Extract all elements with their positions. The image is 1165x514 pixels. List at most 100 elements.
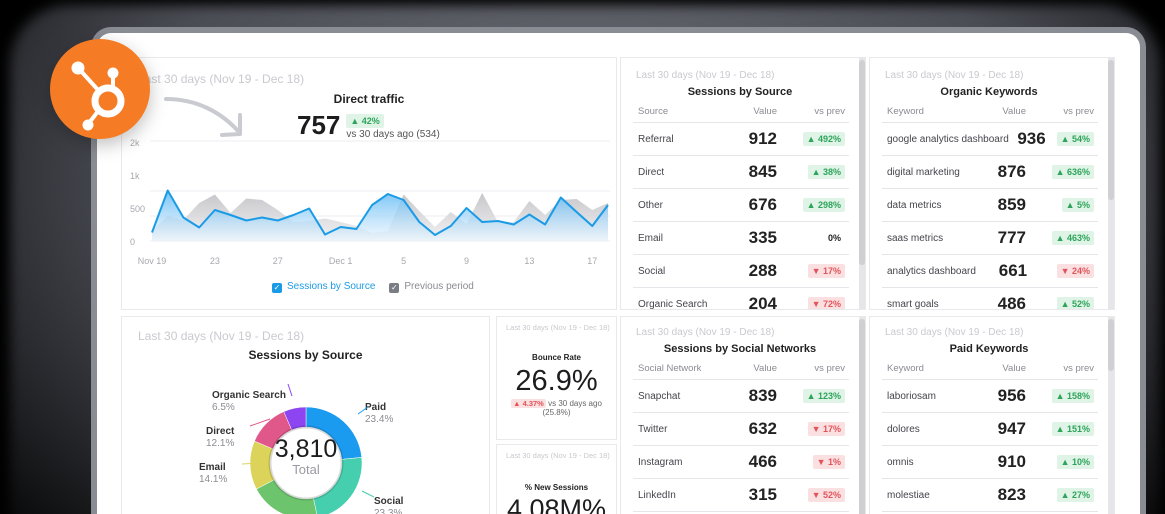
delta-badge: ▲ 492% bbox=[802, 132, 845, 146]
scrollbar-thumb[interactable] bbox=[1108, 319, 1114, 371]
table-row[interactable]: molestiae 823 ▲ 27% bbox=[882, 479, 1098, 512]
row-delta-cell: ▲ 5% bbox=[1026, 198, 1098, 212]
legend-sessions[interactable]: ✓ Sessions by Source bbox=[272, 281, 375, 293]
table-row[interactable]: LinkedIn 315 ▼ 52% bbox=[633, 479, 849, 512]
column-header: Value bbox=[1002, 363, 1026, 374]
row-label: google analytics dashboard bbox=[887, 133, 1009, 145]
organic-keywords-panel[interactable]: Last 30 days (Nov 19 - Dec 18) Organic K… bbox=[869, 57, 1115, 310]
row-delta-cell: ▼ 17% bbox=[777, 422, 849, 436]
row-delta-cell: ▲ 54% bbox=[1046, 132, 1098, 146]
table-row[interactable]: Instagram 466 ▼ 1% bbox=[633, 446, 849, 479]
table-row[interactable]: digital marketing 876 ▲ 636% bbox=[882, 156, 1098, 189]
panel-title: Direct traffic bbox=[333, 92, 405, 106]
scrollbar-thumb[interactable] bbox=[1108, 60, 1114, 200]
new-sessions-value: 4.08M% bbox=[506, 494, 607, 514]
row-label: analytics dashboard bbox=[887, 265, 976, 277]
sessions-by-source-table-panel[interactable]: Last 30 days (Nov 19 - Dec 18) Sessions … bbox=[620, 57, 866, 310]
checkbox-icon[interactable]: ✓ bbox=[272, 283, 282, 293]
row-delta-cell: ▲ 123% bbox=[777, 389, 849, 403]
table-row[interactable]: Email 335 0% bbox=[633, 222, 849, 255]
table-row[interactable]: Snapchat 839 ▲ 123% bbox=[633, 380, 849, 413]
row-delta-cell: ▼ 1% bbox=[777, 455, 849, 469]
period-label: Last 30 days (Nov 19 - Dec 18) bbox=[138, 329, 305, 343]
social-networks-panel[interactable]: Last 30 days (Nov 19 - Dec 18) Sessions … bbox=[620, 316, 866, 514]
delta-badge: ▼ 24% bbox=[1056, 264, 1094, 278]
row-label: Twitter bbox=[638, 423, 668, 435]
row-delta-cell: ▲ 151% bbox=[1026, 422, 1098, 436]
row-delta-cell: ▼ 72% bbox=[777, 297, 849, 309]
table-row[interactable]: Social 288 ▼ 17% bbox=[633, 255, 849, 288]
row-value: 204 bbox=[748, 294, 777, 310]
sessions-area bbox=[152, 190, 608, 241]
row-value: 823 bbox=[997, 485, 1026, 504]
paid-keywords-panel[interactable]: Last 30 days (Nov 19 - Dec 18) Paid Keyw… bbox=[869, 316, 1115, 514]
scrollbar-thumb[interactable] bbox=[859, 60, 865, 265]
traffic-area-chart[interactable] bbox=[150, 133, 610, 253]
scrollbar[interactable] bbox=[859, 317, 865, 514]
donut-chart[interactable] bbox=[246, 403, 366, 514]
period-label: Last 30 days (Nov 19 - Dec 18) bbox=[636, 70, 775, 81]
delta-badge: ▲ 42% bbox=[346, 114, 384, 128]
table-row[interactable]: data metrics 859 ▲ 5% bbox=[882, 189, 1098, 222]
direct-traffic-panel[interactable]: Last 30 days (Nov 19 - Dec 18) Direct tr… bbox=[121, 57, 617, 310]
delta-badge: 0% bbox=[827, 233, 841, 243]
table-row[interactable]: omnis 910 ▲ 10% bbox=[882, 446, 1098, 479]
table-row[interactable]: Other 676 ▲ 298% bbox=[633, 189, 849, 222]
donut-label-paid: Paid 23.4% bbox=[365, 402, 394, 425]
table-row[interactable]: Twitter 632 ▼ 17% bbox=[633, 413, 849, 446]
row-label: Email bbox=[638, 232, 664, 244]
table-row[interactable]: saas metrics 777 ▲ 463% bbox=[882, 222, 1098, 255]
table-row[interactable]: smart goals 486 ▲ 52% bbox=[882, 288, 1098, 309]
table-header: Keyword Value vs prev bbox=[882, 101, 1098, 123]
table-row[interactable]: Referral 912 ▲ 492% bbox=[633, 123, 849, 156]
table-row[interactable]: Organic Search 204 ▼ 72% bbox=[633, 288, 849, 310]
x-tick: 27 bbox=[272, 256, 283, 266]
table-row[interactable]: analytics dashboard 661 ▼ 24% bbox=[882, 255, 1098, 288]
column-header: Value bbox=[753, 106, 777, 117]
x-tick: 17 bbox=[587, 256, 598, 266]
row-value: 910 bbox=[997, 452, 1026, 471]
sessions-donut-panel[interactable]: Last 30 days (Nov 19 - Dec 18) Sessions … bbox=[121, 316, 490, 514]
row-label: data metrics bbox=[887, 199, 942, 211]
table-row[interactable]: dolores 947 ▲ 151% bbox=[882, 413, 1098, 446]
x-tick: 5 bbox=[401, 256, 407, 266]
panel-title: Sessions by Source bbox=[687, 86, 793, 98]
compare-text: vs 30 days ago (534) bbox=[346, 129, 440, 140]
bounce-rate-panel[interactable]: Last 30 days (Nov 19 - Dec 18) Bounce Ra… bbox=[496, 316, 617, 440]
row-delta-cell: ▲ 463% bbox=[1026, 231, 1098, 245]
row-label: molestiae bbox=[887, 489, 930, 501]
table-header: Social Network Value vs prev bbox=[633, 358, 849, 380]
panel-title: Bounce Rate bbox=[532, 353, 581, 362]
scrollbar-thumb[interactable] bbox=[859, 319, 865, 514]
new-sessions-panel[interactable]: Last 30 days (Nov 19 - Dec 18) % New Ses… bbox=[496, 444, 617, 514]
delta-badge: ▼ 17% bbox=[807, 264, 845, 278]
panel-title: Sessions by Source bbox=[248, 348, 363, 362]
table-header: Keyword Value vs prev bbox=[882, 358, 1098, 380]
legend-previous[interactable]: ✓ Previous period bbox=[389, 281, 474, 293]
delta-badge: ▼ 1% bbox=[812, 455, 845, 469]
checkbox-icon[interactable]: ✓ bbox=[389, 283, 400, 293]
row-delta-cell: ▼ 52% bbox=[777, 488, 849, 502]
row-label: saas metrics bbox=[887, 232, 944, 244]
donut-center: 3,810 Total bbox=[246, 436, 366, 477]
scrollbar[interactable] bbox=[859, 58, 865, 309]
sessions-line bbox=[151, 189, 609, 236]
row-delta-cell: ▲ 38% bbox=[777, 165, 849, 179]
row-value: 956 bbox=[997, 386, 1026, 405]
period-label: Last 30 days (Nov 19 - Dec 18) bbox=[506, 323, 610, 332]
table-row[interactable]: Direct 845 ▲ 38% bbox=[633, 156, 849, 189]
row-delta-cell: ▲ 52% bbox=[1026, 297, 1098, 309]
row-label: Organic Search bbox=[638, 298, 708, 310]
period-label: Last 30 days (Nov 19 - Dec 18) bbox=[138, 72, 305, 86]
bounce-rate-value: 26.9% bbox=[515, 365, 598, 397]
delta-badge: ▲ 54% bbox=[1056, 132, 1094, 146]
column-header: vs prev bbox=[1063, 363, 1094, 374]
donut-label-email: Email 14.1% bbox=[199, 462, 228, 485]
table-row[interactable]: laboriosam 956 ▲ 158% bbox=[882, 380, 1098, 413]
scrollbar[interactable] bbox=[1108, 317, 1114, 514]
x-tick: Dec 1 bbox=[328, 256, 353, 266]
scrollbar[interactable] bbox=[1108, 58, 1114, 309]
donut-label-organic-search: Organic Search 6.5% bbox=[212, 390, 286, 413]
table-row[interactable]: google analytics dashboard 936 ▲ 54% bbox=[882, 123, 1098, 156]
